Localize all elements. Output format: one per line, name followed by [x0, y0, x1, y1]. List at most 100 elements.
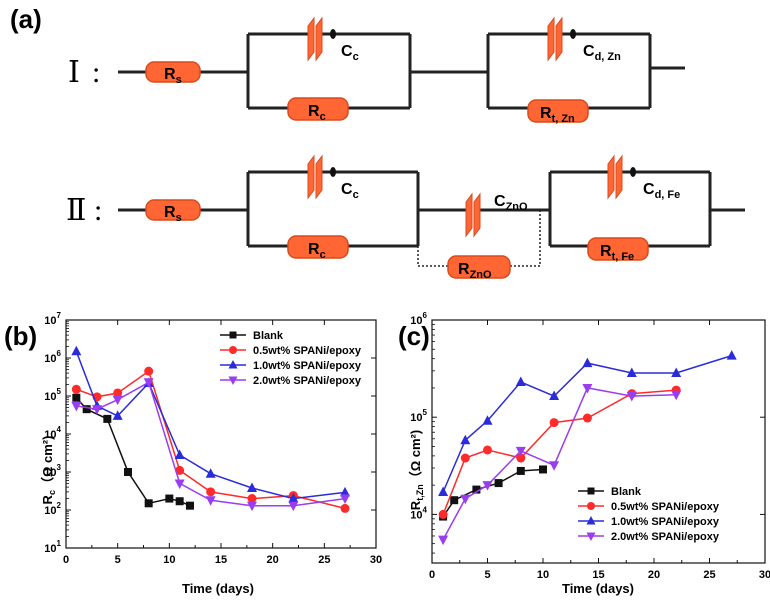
cap-dot	[630, 167, 636, 177]
data-point	[205, 496, 216, 506]
capacitor-label: Cd, Zn	[583, 43, 621, 63]
data-point	[582, 357, 593, 368]
resistor-body	[447, 255, 511, 279]
label-sub: ZnO	[506, 201, 528, 213]
label-sub: t, Fe	[612, 251, 635, 263]
resistor-body	[527, 99, 589, 123]
data-point	[472, 485, 481, 494]
data-point	[92, 405, 102, 415]
x-tick-label: 25	[318, 554, 330, 566]
resistor-rc: Rc	[287, 97, 349, 123]
panel-b-label: (b)	[4, 321, 37, 351]
data-point	[205, 468, 216, 478]
x-tick-label: 15	[592, 569, 604, 581]
capacitor-label: Cd, Fe	[643, 181, 680, 201]
x-tick-label: 5	[484, 569, 490, 581]
legend-marker	[229, 331, 237, 339]
x-axis-label: Time (days)	[182, 581, 254, 596]
legend-marker	[229, 346, 237, 354]
resistor-label: Rt, Fe	[600, 243, 634, 263]
label-main: R	[164, 66, 176, 83]
y-tick-label: 104	[44, 425, 61, 441]
data-point	[340, 494, 350, 505]
x-tick-label: 30	[759, 569, 770, 581]
data-point	[174, 449, 185, 460]
cap-plate	[547, 16, 555, 62]
label-main: R	[540, 105, 552, 122]
data-point	[549, 390, 560, 401]
panel-c-label: (c)	[398, 321, 430, 351]
data-point	[626, 392, 637, 402]
x-tick-label: 10	[163, 554, 175, 566]
legend-label: Blank	[611, 486, 642, 498]
y-tick-label: 106	[410, 311, 427, 327]
circuit-two-label: Ⅱ	[66, 194, 86, 227]
data-point	[726, 350, 737, 360]
circuit-two-colon: :	[94, 194, 102, 227]
y-tick-label: 101	[44, 539, 61, 555]
data-point	[516, 466, 525, 475]
ylabel-unit: （Ω cm²)	[40, 436, 55, 490]
cap-plate	[307, 16, 315, 62]
series-4	[438, 383, 682, 546]
cap-plate	[315, 16, 323, 62]
label-main: R	[600, 243, 612, 260]
label-main: C	[583, 43, 595, 60]
cap-dot	[570, 29, 576, 39]
capacitor-cd-fe: Cd, Fe	[607, 154, 680, 201]
legend-item: 1.0wt% SPANi/epoxy	[220, 360, 362, 372]
label-sub: c	[320, 111, 326, 123]
label-sub: d, Fe	[655, 189, 681, 201]
legend: Blank 0.5wt% SPANi/epoxy 1.0wt% SPANi/epox…	[220, 330, 362, 387]
y-tick-label: 103	[44, 463, 61, 479]
resistor-label: Rc	[308, 241, 326, 261]
data-point	[515, 446, 526, 457]
series-line	[75, 397, 191, 507]
resistor-body	[145, 61, 201, 83]
data-point	[143, 378, 154, 388]
data-point	[460, 494, 471, 505]
x-tick-label: 25	[703, 569, 715, 581]
label-main: R	[164, 204, 176, 221]
x-tick-label: 10	[537, 569, 549, 581]
x-tick-label: 20	[648, 569, 660, 581]
data-point	[144, 499, 153, 508]
legend-label: Blank	[253, 330, 284, 342]
chart-rc: (b) Rc（Ω cm²) Time (days) 0 5 10 15 20 25 30 10…	[4, 311, 382, 596]
data-point	[247, 501, 257, 512]
data-point	[144, 366, 154, 376]
legend-marker	[586, 516, 596, 525]
label-main: C	[643, 181, 655, 198]
legend-marker	[228, 360, 238, 369]
data-point	[206, 487, 216, 497]
resistor-label: Rc	[308, 103, 326, 123]
data-point	[71, 401, 82, 412]
legend-label: 1.0wt% SPANi/epoxy	[253, 360, 362, 372]
dotted-wire	[510, 210, 541, 267]
series-4	[71, 378, 350, 512]
capacitor-label: Cc	[341, 43, 359, 63]
data-point	[460, 453, 470, 463]
y-tick-label: 104	[410, 505, 427, 521]
label-main: R	[308, 103, 320, 120]
cap-plate	[555, 16, 563, 62]
circuit-two	[118, 170, 745, 248]
legend: Blank 0.5wt% SPANi/epoxy 1.0wt% SPANi/epox…	[578, 486, 720, 543]
resistor-body	[587, 237, 649, 261]
data-point	[72, 393, 81, 402]
legend-label: 0.5wt% SPANi/epoxy	[253, 345, 362, 357]
chart-rt-zn: (c) Rt,Zn（Ω cm²) Time (days) 0 5 10 15 20 25 3…	[398, 311, 770, 596]
data-point	[438, 486, 449, 497]
data-point	[113, 388, 123, 398]
data-point	[82, 405, 91, 414]
circuit-one	[118, 32, 685, 110]
data-point	[112, 410, 123, 420]
data-point	[247, 482, 257, 492]
cap-plate	[465, 192, 473, 238]
data-point	[582, 413, 592, 423]
resistor-body	[287, 97, 349, 121]
data-point	[124, 468, 132, 476]
data-point	[460, 434, 471, 445]
label-sub: d, Zn	[595, 51, 622, 63]
data-point	[671, 367, 682, 377]
